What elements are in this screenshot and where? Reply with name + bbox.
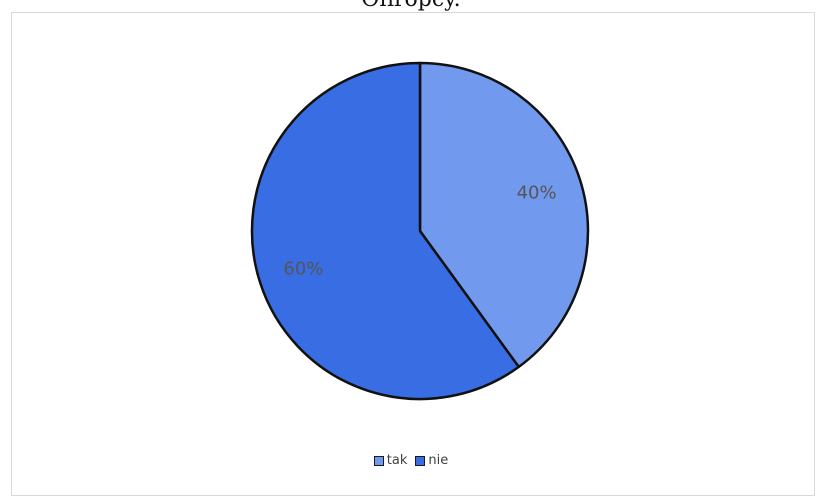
legend-swatch-nie bbox=[415, 455, 426, 466]
legend-item-nie: nie bbox=[415, 453, 448, 468]
data-label-tak: 40% bbox=[517, 183, 557, 204]
pie-slice-tak bbox=[418, 61, 590, 369]
data-label-nie: 60% bbox=[283, 258, 323, 279]
legend-label-tak: tak bbox=[386, 453, 408, 468]
legend-item-tak: tak bbox=[373, 453, 408, 468]
pie-slice-nie bbox=[250, 61, 520, 401]
chart-caption: Ofiropcy. bbox=[0, 0, 822, 13]
legend: tak nie bbox=[0, 453, 822, 468]
legend-label-nie: nie bbox=[428, 453, 449, 468]
legend-swatch-tak bbox=[373, 455, 384, 466]
